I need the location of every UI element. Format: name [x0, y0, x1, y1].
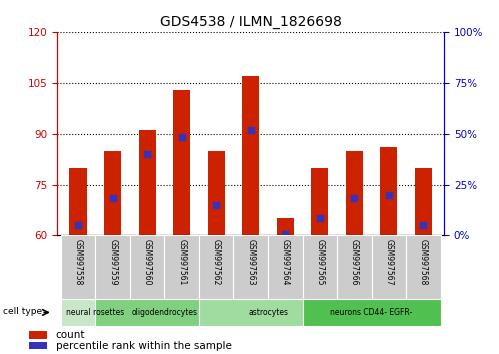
- Text: oligodendrocytes: oligodendrocytes: [131, 308, 198, 317]
- Point: [212, 202, 220, 208]
- Bar: [380, 147, 398, 235]
- Text: neurons CD44- EGFR-: neurons CD44- EGFR-: [330, 308, 413, 317]
- Bar: [61, 235, 95, 299]
- Title: GDS4538 / ILMN_1826698: GDS4538 / ILMN_1826698: [160, 16, 342, 29]
- Point: [143, 151, 151, 157]
- Bar: [165, 235, 199, 299]
- Text: astrocytes: astrocytes: [248, 308, 288, 317]
- Bar: [199, 235, 234, 299]
- Bar: [234, 235, 268, 299]
- Bar: [130, 235, 165, 299]
- Bar: [29, 342, 47, 349]
- Text: GSM997568: GSM997568: [419, 239, 428, 285]
- Text: GSM997567: GSM997567: [384, 239, 393, 285]
- Text: GSM997562: GSM997562: [212, 239, 221, 285]
- Bar: [302, 235, 337, 299]
- Bar: [95, 235, 130, 299]
- Bar: [337, 235, 372, 299]
- Bar: [302, 299, 441, 326]
- Text: neural rosettes: neural rosettes: [66, 308, 124, 317]
- Bar: [372, 235, 406, 299]
- Point: [350, 195, 358, 201]
- Point: [316, 216, 324, 221]
- Bar: [415, 167, 432, 235]
- Bar: [276, 218, 294, 235]
- Bar: [95, 299, 234, 326]
- Text: GSM997563: GSM997563: [246, 239, 255, 285]
- Bar: [139, 130, 156, 235]
- Text: percentile rank within the sample: percentile rank within the sample: [56, 341, 232, 351]
- Bar: [173, 90, 190, 235]
- Bar: [199, 299, 337, 326]
- Bar: [311, 167, 328, 235]
- Text: cell type: cell type: [3, 307, 42, 315]
- Point: [247, 127, 255, 133]
- Bar: [268, 235, 302, 299]
- Point: [281, 231, 289, 236]
- Bar: [208, 150, 225, 235]
- Bar: [406, 235, 441, 299]
- Bar: [29, 331, 47, 339]
- Text: GSM997558: GSM997558: [73, 239, 83, 285]
- Point: [419, 222, 427, 228]
- Text: GSM997560: GSM997560: [143, 239, 152, 285]
- Text: GSM997566: GSM997566: [350, 239, 359, 285]
- Text: GSM997564: GSM997564: [281, 239, 290, 285]
- Point: [385, 192, 393, 198]
- Bar: [69, 167, 87, 235]
- Bar: [242, 76, 259, 235]
- Text: GSM997561: GSM997561: [177, 239, 186, 285]
- Bar: [346, 150, 363, 235]
- Bar: [61, 299, 130, 326]
- Point: [74, 222, 82, 228]
- Text: GSM997565: GSM997565: [315, 239, 324, 285]
- Text: GSM997559: GSM997559: [108, 239, 117, 285]
- Text: count: count: [56, 330, 85, 340]
- Point: [109, 195, 117, 201]
- Bar: [104, 150, 121, 235]
- Point: [178, 134, 186, 140]
